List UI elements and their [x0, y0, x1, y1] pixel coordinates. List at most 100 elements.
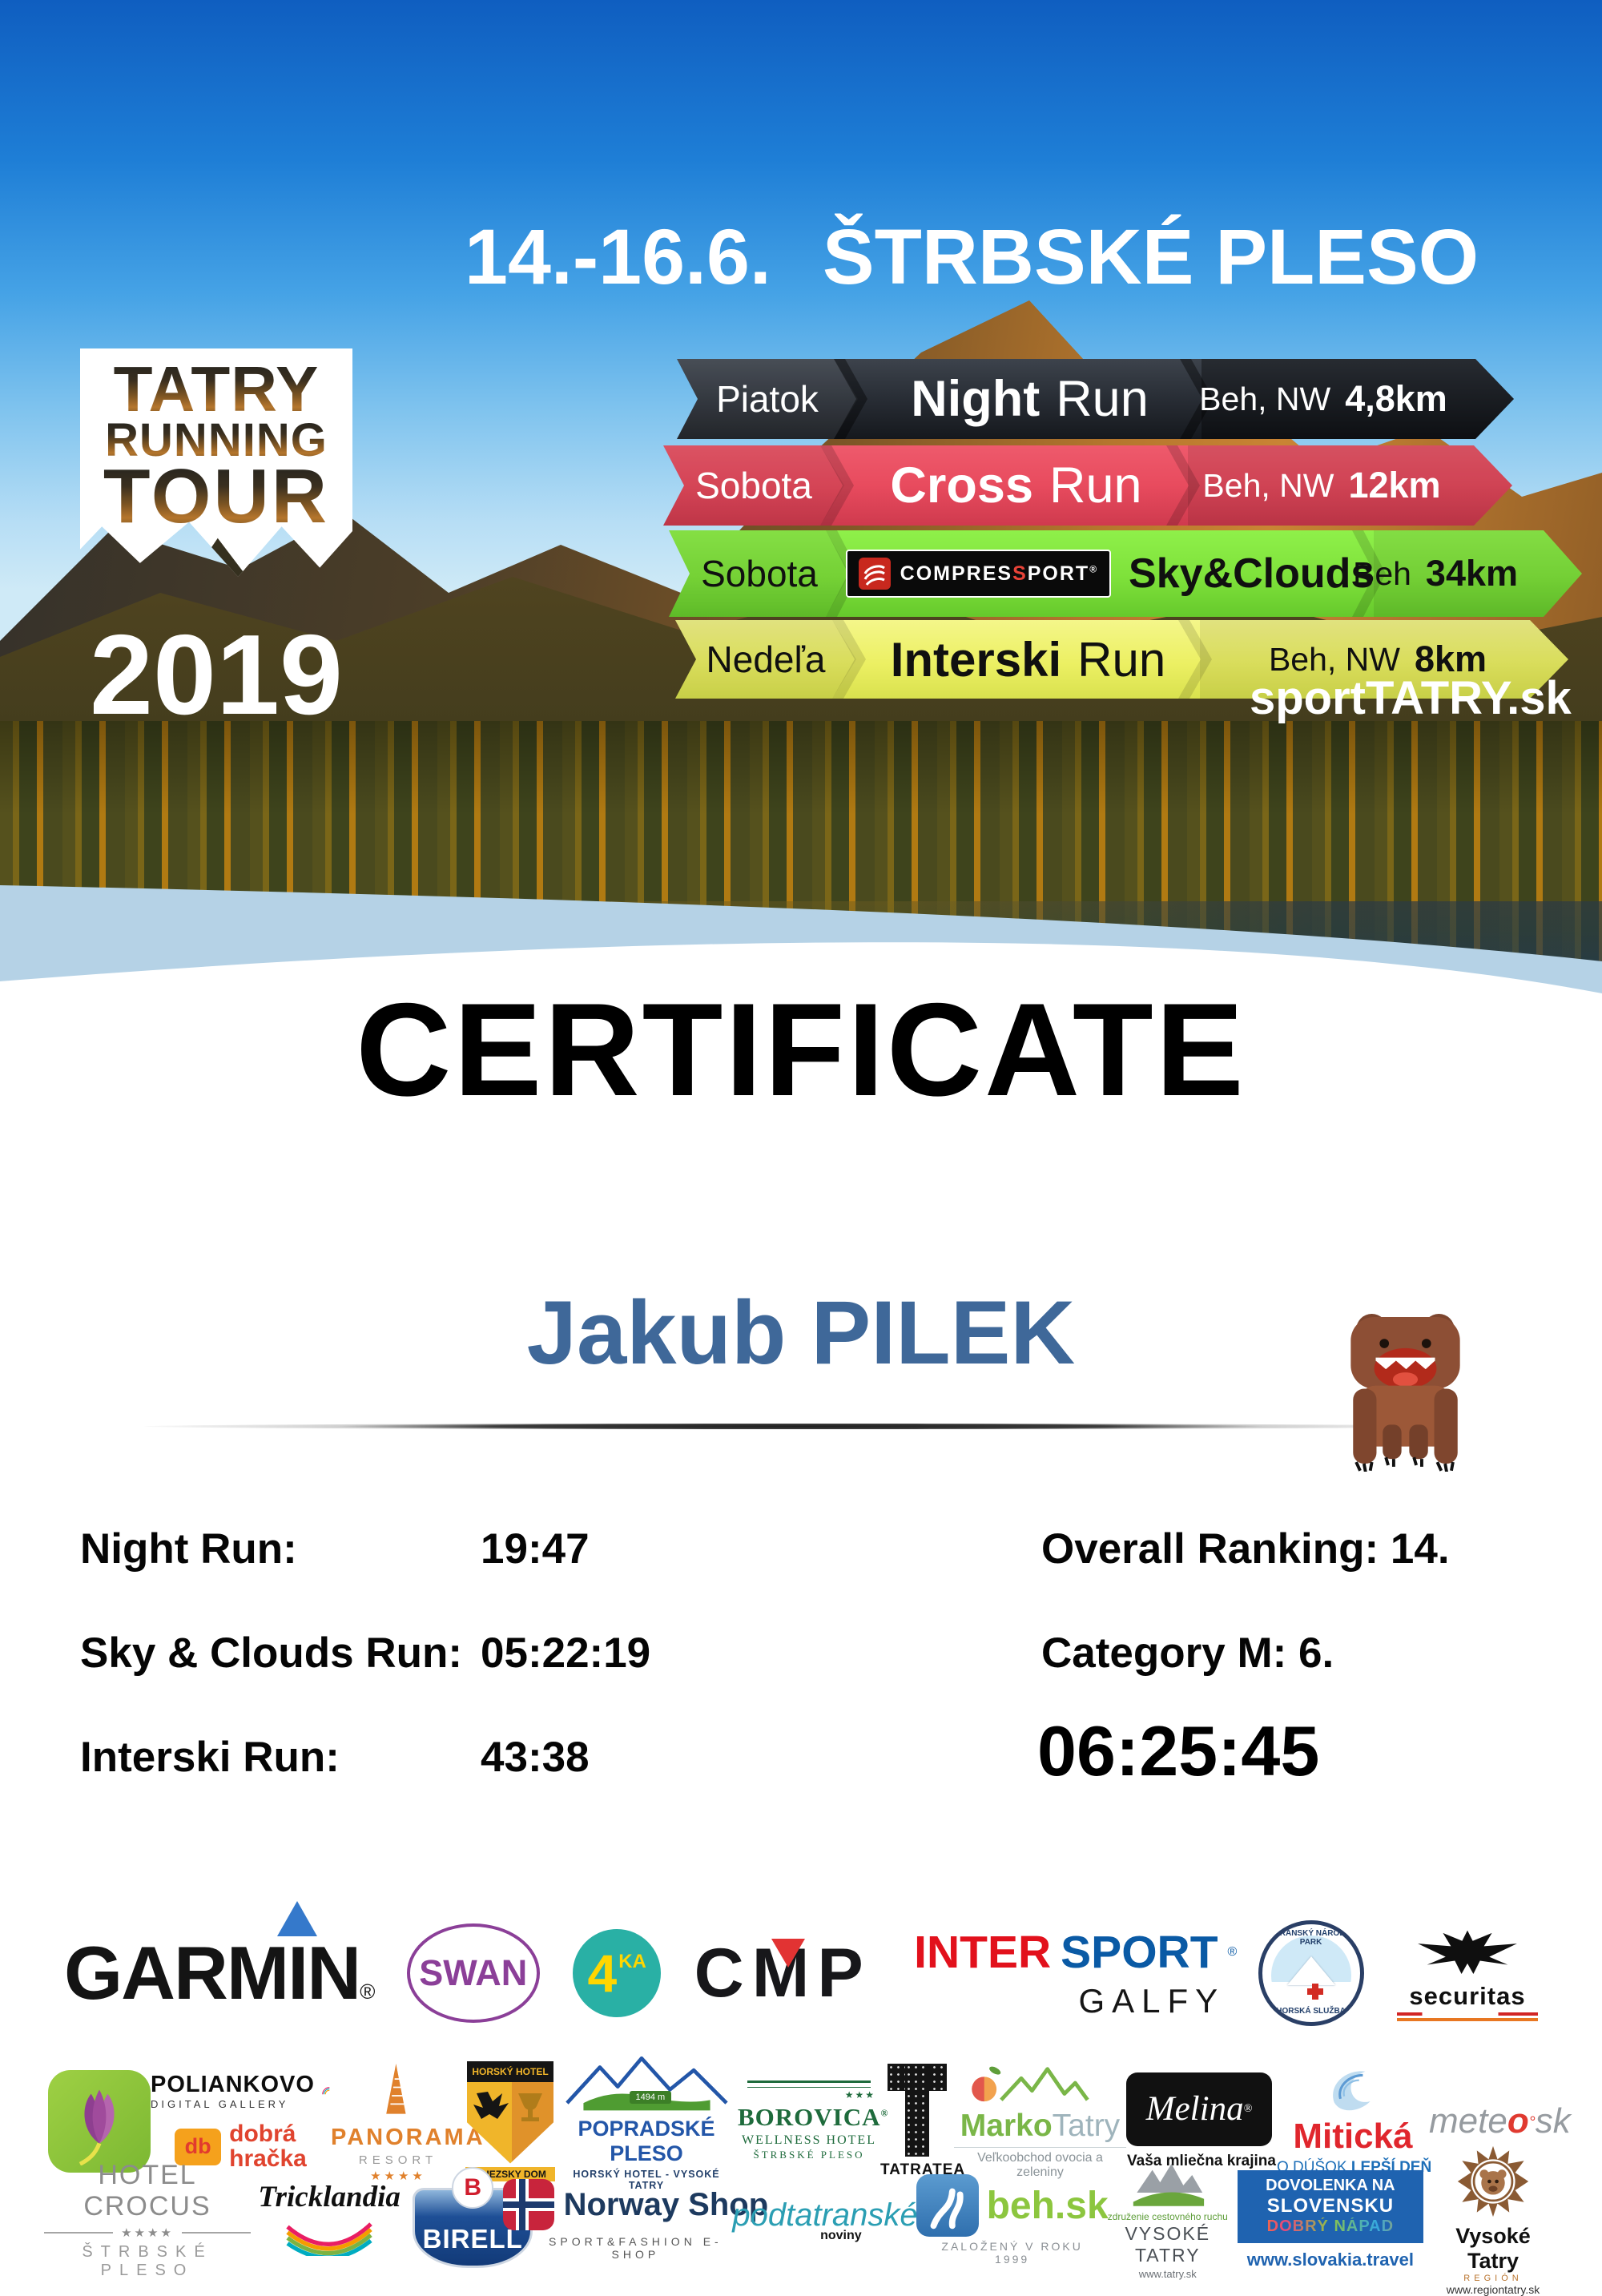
sponsor-popradske-pleso: 1494 m POPRADSKÉ PLESO HORSKÝ HOTEL - VY… — [555, 2051, 738, 2191]
sponsor-dobra-hracka: db dobrá hračka — [151, 2121, 331, 2172]
sliezsky-top-text: HORSKÝ HOTEL — [467, 2060, 553, 2082]
race-day: Nedeľa — [706, 638, 826, 680]
popradske-mountains-icon — [565, 2056, 728, 2111]
race-name-bold: Cross — [890, 457, 1033, 514]
zdruzenie-wordmark: VYSOKÉ TATRY — [1125, 2222, 1211, 2266]
cs-reg: ® — [1089, 563, 1099, 575]
sponsor-panorama-resort: PANORAMA® RESORT ★★★★ — [331, 2060, 493, 2183]
logo-line1: TATRY — [80, 357, 352, 421]
race-meta: Beh, NW — [1199, 380, 1331, 417]
cs-part1: COMPRES — [900, 562, 1013, 585]
line-graphic — [181, 2232, 252, 2234]
melina-subtitle: Vaša mliečna krajina — [1127, 2152, 1276, 2169]
borovica-stars: ★★★ — [844, 2089, 875, 2101]
sponsor-borovica: ★★★ BOROVICA® WELLNESS HOTEL ŠTRBSKÉ PLE… — [738, 2080, 888, 2161]
event-location: ŠTRBSKÉ PLESO — [822, 213, 1479, 300]
day-segment — [675, 620, 856, 699]
registered-mark: ® — [880, 2107, 889, 2119]
result-value-sky-clouds: 05:22:19 — [481, 1629, 651, 1677]
race-name: Interski Run — [858, 620, 1198, 699]
cs-part2: S — [1012, 562, 1028, 585]
poliankovo-wordmark: POLIANKOVO — [151, 2071, 315, 2097]
race-km: 34km — [1425, 553, 1519, 594]
sponsor-stack-poliankovo-dobra: POLIANKOVO DIGITAL GALLERY db dobrá hrač… — [151, 2071, 331, 2171]
race-name-bold: Sky&Clouds — [1129, 550, 1375, 597]
compressport-wordmark: COMPRESSPORT® — [900, 562, 1098, 586]
sponsor-norway-shop: Norway Shop SPORT&FASHION E-SHOP — [502, 2179, 768, 2261]
race-name: Cross Run — [846, 445, 1186, 526]
result-label-night-run: Night Run: — [80, 1525, 297, 1573]
race-meta: Beh, NW — [1202, 466, 1334, 504]
marko-part1: Marko — [960, 2108, 1053, 2143]
marko-peach-mountains-icon — [971, 2066, 1089, 2101]
race-banner-cross-run: Sobota Cross Run Beh, NW 12km — [663, 445, 1512, 526]
sponsor-behsk: beh.sk ZALOŽENÝ V ROKU 1999 — [916, 2174, 1109, 2266]
race-name-light: Run — [1056, 371, 1149, 427]
sponsor-region-vysoke-tatry: Vysoké Tatry REGIÓN www.regiontatry.sk — [1428, 2145, 1558, 2296]
sponsor-poliankovo: POLIANKOVO DIGITAL GALLERY — [151, 2071, 331, 2111]
total-time: 06:25:45 — [1037, 1711, 1320, 1790]
norway-shop-wordmark: Norway Shop — [563, 2186, 769, 2222]
race-name-light: Run — [1077, 632, 1166, 687]
sponsor-intersport: INTER SPORT ® GALFY — [904, 1926, 1237, 2020]
panorama-subtitle: RESORT — [358, 2153, 438, 2167]
tatry-peaks-icon — [1133, 2163, 1204, 2206]
race-distance: Beh, NW 12km — [1177, 445, 1466, 526]
event-date-location: 14.-16.6. ŠTRBSKÉ PLESO — [465, 218, 1479, 296]
sponsor-row-3: HOTEL CROCUS ★★★★ ŠTRBSKÉ PLESO Tricklan… — [44, 2145, 1558, 2296]
tanap-mountain-icon — [1286, 1956, 1335, 1985]
sponsor-hotel-crocus-text: HOTEL CROCUS ★★★★ ŠTRBSKÉ PLESO — [44, 2160, 252, 2280]
popradske-altitude: 1494 m — [629, 2091, 672, 2104]
popradske-subtitle: HORSKÝ HOTEL - VYSOKÉ TATRY — [573, 2169, 720, 2191]
borovica-lines-graphic — [747, 2080, 871, 2088]
norway-shop-subtitle: SPORT&FASHION E-SHOP — [549, 2235, 723, 2261]
registered-mark: ® — [1243, 2102, 1253, 2115]
distance-segment — [1200, 620, 1568, 699]
event-website: sportTATRY.sk — [1250, 672, 1572, 724]
race-banner-night-run: Piatok Night Run Beh, NW 4,8km — [677, 359, 1514, 439]
race-name-light: Run — [1049, 457, 1142, 514]
region-subtitle: REGIÓN — [1463, 2273, 1523, 2283]
sponsor-garmin: GARMIN® — [64, 1901, 375, 2016]
race-name: COMPRESSPORT® Sky&Clouds — [851, 530, 1368, 617]
swan-wordmark: SWAN — [419, 1952, 528, 1993]
securitas-orange-line — [1397, 2018, 1538, 2021]
cmp-triangle-icon — [771, 1938, 805, 1968]
compressport-swirl-icon — [859, 558, 891, 590]
sponsor-tatratea: TATRATEA — [880, 2063, 964, 2179]
sponsor-row-1: GARMIN® SWAN 4 KA CMP INTER SPORT ® GALFY … — [64, 1901, 1538, 2033]
intersport-part1: INTER — [914, 1927, 1052, 1978]
panorama-wordmark: PANORAMA — [331, 2124, 485, 2150]
race-day: Sobota — [695, 465, 812, 506]
intersport-wordmark: INTER SPORT ® — [904, 1926, 1237, 1979]
sliezsky-eagle-chalice-icon — [473, 2091, 542, 2121]
sponsor-meteo-sk: meteo°sk — [1429, 2101, 1571, 2141]
distance-segment — [1202, 359, 1514, 439]
dovolenka-line2: SLOVENSKU — [1266, 2194, 1395, 2217]
tanap-red-cross-icon — [1306, 1984, 1323, 2000]
event-date: 14.-16.6. — [465, 213, 771, 300]
dobra-line2: hračka — [229, 2145, 307, 2172]
meteo-part1: mete — [1429, 2101, 1507, 2141]
sliezsky-shield-graphic: HORSKÝ HOTEL — [467, 2060, 553, 2164]
race-name-bold: Interski — [890, 632, 1062, 687]
region-bear-sun-icon — [1457, 2145, 1529, 2217]
popradske-wordmark: POPRADSKÉ PLESO — [578, 2117, 715, 2165]
race-distance: Beh, NW 8km — [1234, 620, 1522, 699]
logo-line2: RUNNING — [80, 417, 352, 463]
melina-wordmark: Melina — [1145, 2090, 1244, 2128]
meteo-part3: sk — [1535, 2101, 1571, 2141]
crocus-stars: ★★★★ — [121, 2226, 174, 2240]
behsk-runner-icon — [916, 2174, 979, 2237]
sponsor-securitas: securitas — [1397, 1925, 1538, 2021]
race-meta: Beh, NW — [1268, 640, 1400, 678]
tatry-running-tour-logo: TATRY RUNNING TOUR — [80, 348, 352, 577]
sponsor-podtatranske-noviny: podtatranské noviny — [732, 2197, 922, 2243]
category-ranking: Category M: 6. — [1041, 1629, 1334, 1677]
cs-part3: PORT — [1027, 562, 1090, 585]
race-distance: Beh, NW 4,8km — [1179, 359, 1467, 439]
race-day: Piatok — [716, 378, 819, 420]
securitas-red-marks — [1397, 2012, 1538, 2016]
race-day: Sobota — [701, 553, 818, 594]
dovolenka-line1: DOVOLENKA NA — [1266, 2176, 1395, 2194]
